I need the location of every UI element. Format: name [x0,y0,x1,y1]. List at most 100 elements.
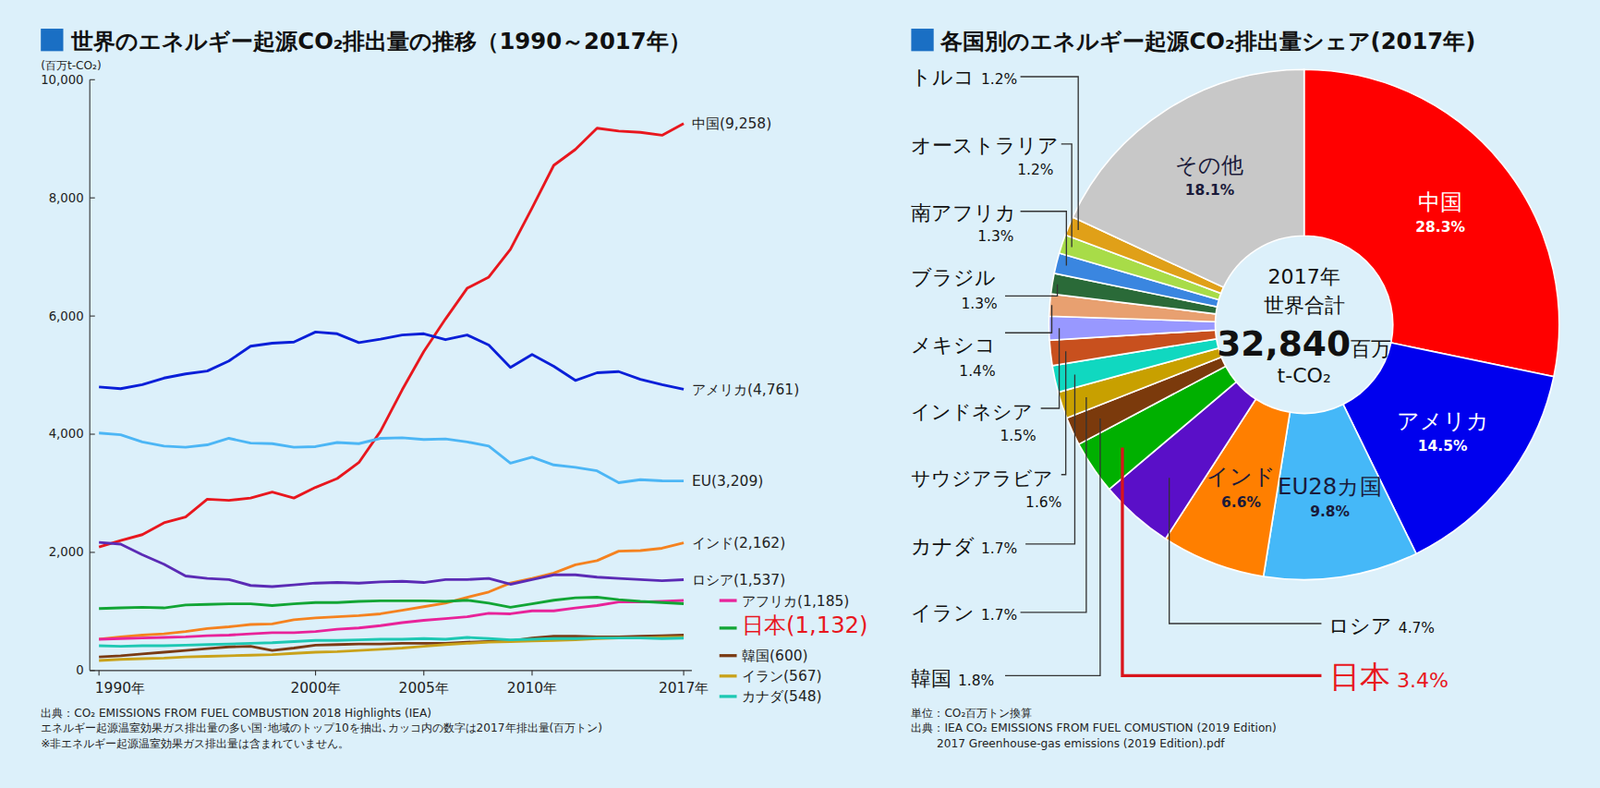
center-text: 百万 [1350,336,1392,361]
y-axis-label: (百万t-CO₂) [40,59,102,73]
slice-value: 1.8% [957,672,994,690]
y-tick-label: 4,000 [48,426,85,441]
x-axis [89,669,692,671]
slice-name: ブラジル [910,265,996,290]
series-line [98,123,684,548]
y-tick-label: 0 [75,663,84,678]
footnote: 単位：CO₂百万トン換算 [910,706,1032,720]
slice-label: 日本3.4% [1329,658,1449,695]
x-tick [315,670,316,677]
slice-name: 中国 [1418,188,1463,216]
y-tick [89,433,96,435]
slice-value: 18.1% [1185,181,1236,199]
slice-name: インド [1206,462,1276,490]
slice-name: ロシア [1328,613,1393,638]
slice-value: 1.7% [981,540,1018,558]
leader-line [1041,327,1060,409]
series-line [98,433,684,484]
x-tick-label: 2010年 [507,679,558,697]
leader-line [1005,304,1053,333]
canvas: 世界のエネルギー起源CO₂排出量の推移（1990～2017年） (百万t-CO₂)… [0,0,1600,788]
slice-value: 3.4% [1396,667,1449,692]
x-tick [423,670,425,677]
slice-name: アメリカ [1396,407,1490,435]
series-label: カナダ(548) [741,688,823,705]
lines [98,123,684,661]
series-label: 韓国(600) [741,647,809,665]
x-tick-label: 1990年 [95,679,146,697]
center-text: 2017年 [1268,264,1341,289]
slice-name: 南アフリカ [910,200,1017,225]
x-tick [98,670,100,677]
slice-value: 1.3% [961,295,998,313]
label-swatch [719,654,738,657]
slice-labels: 中国 28.3% アメリカ 14.5% EU28カ国 9.8% インド 6.6% ロシア 4.7%… [910,64,1489,695]
title: 各国別のエネルギー起源CO₂排出量シェア(2017年) [939,27,1476,55]
slice-value: 1.4% [958,363,995,380]
slice-value: 1.5% [1000,427,1037,445]
slice-name: トルコ [910,64,975,89]
slice-name: 韓国 [910,666,952,691]
slice-value: 6.6% [1221,494,1261,511]
slices [1049,69,1560,580]
slice [1072,69,1304,288]
slice-value: 14.5% [1418,437,1468,455]
series-label: イラン(567) [741,667,823,685]
series-label: 日本(1,132) [741,611,869,639]
label-swatch [719,694,738,698]
y-tick-label: 8,000 [48,191,85,206]
x-tick [683,670,685,677]
leader-line [1122,447,1322,676]
slice-name: 日本 [1329,658,1391,695]
leader-line [1169,477,1322,624]
title-marker [910,28,934,51]
series-label: インド(2,162) [691,534,786,552]
leader-line [1020,211,1067,267]
slice-name: カナダ [910,533,975,558]
leader-line [1005,284,1058,297]
slice-value: 1.6% [1025,494,1062,511]
title: 世界のエネルギー起源CO₂排出量の推移（1990～2017年） [70,27,691,55]
title-marker [40,28,63,51]
slice-name: イラン [910,600,975,625]
slice-value: 1.2% [1017,161,1054,179]
y-axis [89,79,91,671]
series-line [98,331,684,389]
x-tick-label: 2005年 [399,679,449,697]
slice-name: サウジアラビア [910,467,1054,490]
slice-value: 28.3% [1415,218,1466,236]
slice-name: インドネシア [910,400,1033,424]
series-label: 中国(9,258) [691,115,772,133]
slice-name: その他 [1175,151,1244,179]
footnote: ※非エネルギー起源温室効果ガス排出量は含まれていません。 [40,737,350,751]
leader-line [1020,76,1079,231]
slice-label: ロシア 4.7% [1328,613,1435,638]
y-tick [89,669,96,671]
series-label: アメリカ(4,761) [691,381,800,399]
slice-value: 4.7% [1398,619,1435,637]
footnote: 2017 Greenhouse-gas emissions (2019 Edit… [936,737,1225,751]
center-total: 32,840百万 [1216,323,1392,364]
series-line [98,542,684,587]
y-tick-label: 6,000 [48,309,85,324]
series-line [98,637,684,647]
slice-label: 韓国 1.8% [910,666,994,691]
series-label: アフリカ(1,185) [741,593,849,610]
slice-value: 1.7% [981,606,1018,624]
series-label: EU(3,209) [691,472,764,490]
y-tick-label: 2,000 [48,545,85,559]
center-text: 32,840 [1216,323,1351,364]
slice-label: カナダ 1.7% [910,533,1018,558]
y-tick [89,315,96,317]
slice-value: 9.8% [1309,503,1350,521]
footnote: エネルギー起源温室効果ガス排出量の多い国･地域のトップ10を抽出､カッコ内の数字… [40,721,603,735]
slice-name: EU28カ国 [1277,472,1382,500]
slice-label: イラン 1.7% [910,600,1018,625]
y-tick [89,197,96,199]
series-line [98,634,684,657]
label-swatch [719,626,738,630]
center-text: 世界合計 [1263,292,1346,317]
series-line [98,543,684,640]
label-swatch [719,598,738,602]
slice-label: トルコ1.2% [910,64,1018,89]
